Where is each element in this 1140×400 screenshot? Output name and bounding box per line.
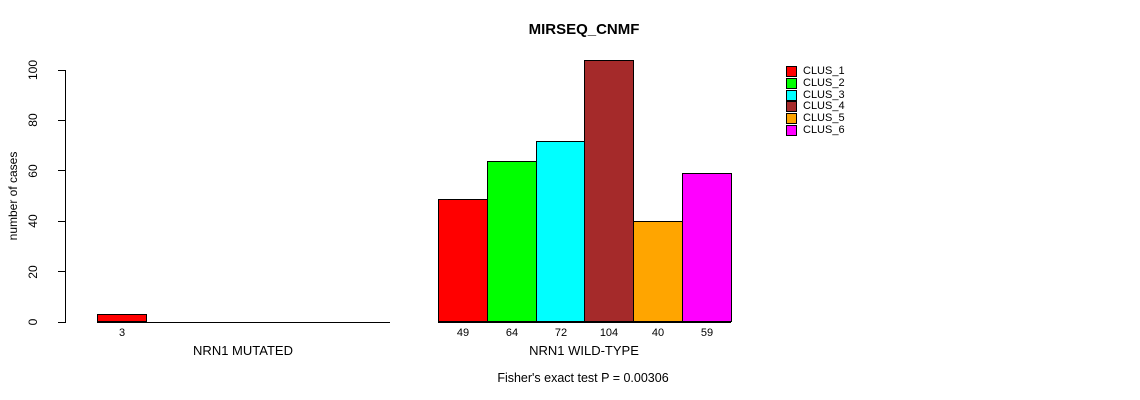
legend-swatch-icon <box>786 113 797 125</box>
x-baseline <box>97 322 390 323</box>
legend: CLUS_1 CLUS_2 CLUS_3 CLUS_4 CLUS_5 CLUS_6 <box>786 66 845 136</box>
bar-clus_1 <box>97 314 147 322</box>
legend-label: CLUS_6 <box>803 123 845 136</box>
bar-value-label: 49 <box>456 327 470 339</box>
bar-value-label: 104 <box>599 327 619 339</box>
legend-label: CLUS_2 <box>803 77 845 90</box>
legend-swatch-icon <box>786 124 797 136</box>
x-baseline <box>438 322 731 323</box>
bar-value-label: 40 <box>651 327 665 339</box>
bar-clus_6 <box>682 173 732 322</box>
legend-swatch-icon <box>786 89 797 101</box>
y-axis-line <box>65 70 66 323</box>
legend-swatch-icon <box>786 78 797 90</box>
bar-value-label: 3 <box>118 327 126 339</box>
bar-clus_4 <box>584 60 634 322</box>
bar-clus_3 <box>536 141 586 322</box>
legend-swatch-icon <box>786 101 797 113</box>
bar-value-label: 72 <box>554 327 568 339</box>
chart-title: MIRSEQ_CNMF <box>528 21 640 38</box>
bar-clus_2 <box>487 161 537 322</box>
y-tick <box>58 321 66 323</box>
x-group-label-nrn1-mutated: NRN1 MUTATED <box>193 343 293 358</box>
y-tick <box>58 69 66 71</box>
legend-label: CLUS_4 <box>803 100 845 113</box>
y-tick-label: 20 <box>26 264 40 279</box>
legend-item-clus_5: CLUS_5 <box>786 113 845 125</box>
bar-value-label: 59 <box>700 327 714 339</box>
legend-label: CLUS_1 <box>803 65 845 78</box>
x-group-label-nrn1-wild-type: NRN1 WILD-TYPE <box>529 343 639 358</box>
y-tick-label: 0 <box>26 318 40 326</box>
y-tick-label: 100 <box>26 59 40 81</box>
legend-item-clus_4: CLUS_4 <box>786 101 845 113</box>
legend-item-clus_2: CLUS_2 <box>786 78 845 90</box>
y-tick <box>58 220 66 222</box>
y-tick-label: 40 <box>26 214 40 228</box>
y-tick-label: 60 <box>26 164 40 178</box>
y-axis-title: number of cases <box>6 151 20 241</box>
fisher-test-annotation: Fisher's exact test P = 0.00306 <box>497 371 669 385</box>
legend-item-clus_1: CLUS_1 <box>786 66 845 78</box>
bar-clus_1 <box>438 199 488 322</box>
legend-item-clus_3: CLUS_3 <box>786 89 845 101</box>
legend-swatch-icon <box>786 66 797 78</box>
y-tick <box>58 170 66 172</box>
y-tick <box>58 119 66 121</box>
legend-item-clus_6: CLUS_6 <box>786 124 845 136</box>
legend-label: CLUS_5 <box>803 112 845 125</box>
bar-value-label: 64 <box>505 327 519 339</box>
legend-label: CLUS_3 <box>803 88 845 101</box>
bar-clus_5 <box>633 221 683 322</box>
y-tick-label: 80 <box>26 113 40 128</box>
y-tick <box>58 271 66 273</box>
